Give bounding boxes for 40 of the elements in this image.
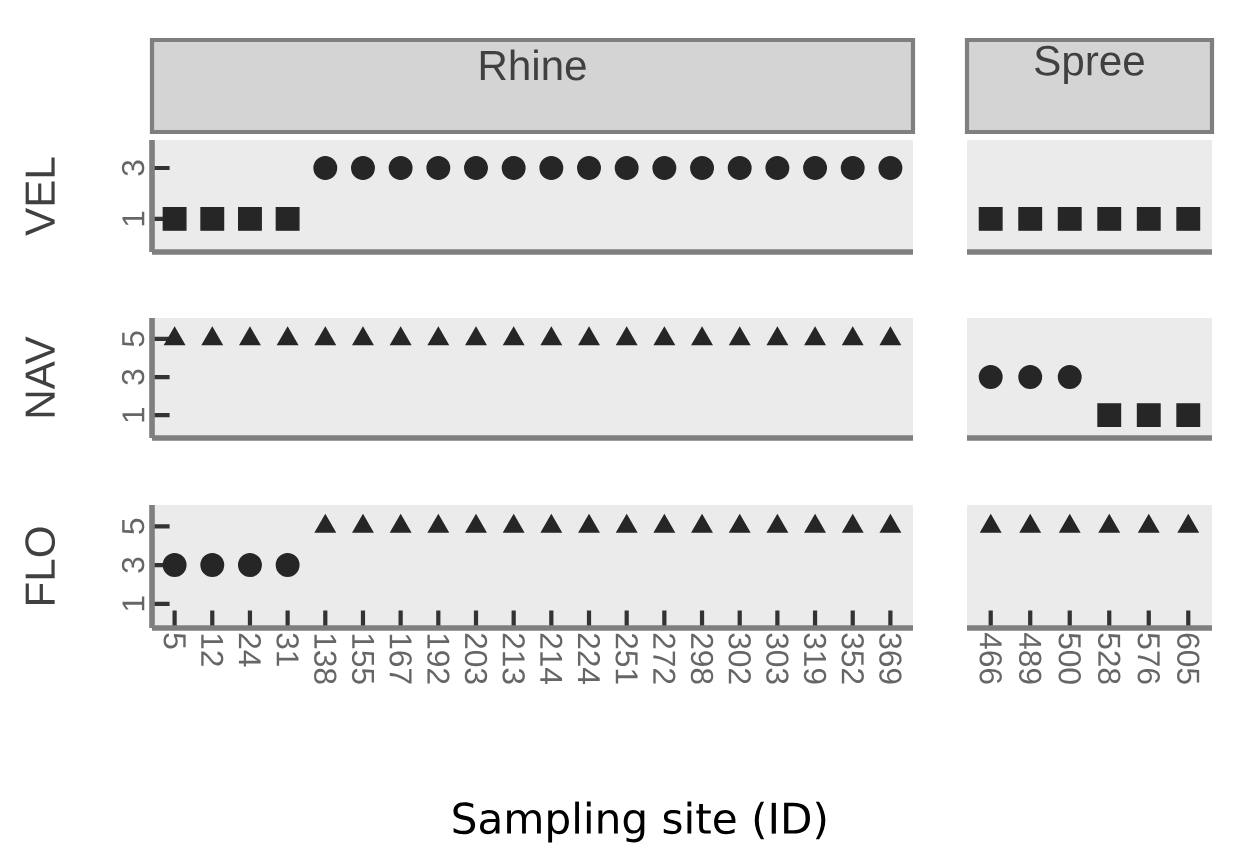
y-tick-label: 1 xyxy=(122,596,145,611)
x-tick-label: 155 xyxy=(351,634,375,684)
y-tick-label: 5 xyxy=(122,518,145,534)
x-tick-label: 369 xyxy=(879,633,902,684)
x-tick-label: 24 xyxy=(238,633,262,667)
x-tick-label: 251 xyxy=(615,633,638,684)
x-axis-title: Sampling site (ID) xyxy=(453,801,826,843)
x-tick-label: 500 xyxy=(1058,633,1081,684)
chart-title: Rhine xyxy=(480,49,586,81)
x-tick-label: 302 xyxy=(728,633,751,684)
x-tick-label: 213 xyxy=(502,633,525,684)
x-tick-label: 31 xyxy=(276,633,299,666)
x-tick-label: 214 xyxy=(540,633,563,684)
x-tick-label: 352 xyxy=(841,633,864,684)
x-tick-label: 272 xyxy=(653,633,676,684)
y-axis-title: VEL xyxy=(25,157,55,236)
x-tick-label: 5 xyxy=(163,633,186,649)
x-tick-label: 167 xyxy=(389,634,412,684)
y-tick-label: 1 xyxy=(122,407,145,422)
y-axis-title: NAV xyxy=(25,336,55,417)
y-tick-label: 3 xyxy=(121,369,145,385)
chart-title: Spree xyxy=(1035,45,1144,85)
x-tick-label: 489 xyxy=(1019,632,1042,684)
x-tick-label: 203 xyxy=(464,633,488,684)
y-axis-title: FLO xyxy=(25,527,56,604)
x-tick-label: 192 xyxy=(427,634,450,684)
y-tick-label: 1 xyxy=(122,211,145,226)
x-tick-label: 466 xyxy=(979,632,1002,684)
x-tick-label: 319 xyxy=(803,633,827,684)
x-tick-label: 605 xyxy=(1177,633,1200,684)
y-tick-label: 3 xyxy=(121,557,145,573)
x-tick-label: 576 xyxy=(1137,633,1160,684)
y-tick-label: 5 xyxy=(122,331,145,347)
x-tick-label: 528 xyxy=(1098,633,1121,684)
x-tick-label: 138 xyxy=(314,634,337,684)
x-tick-label: 224 xyxy=(577,633,601,684)
x-tick-label: 298 xyxy=(690,633,714,684)
y-tick-label: 3 xyxy=(121,160,145,176)
x-tick-label: 303 xyxy=(766,633,789,684)
x-tick-label: 12 xyxy=(201,634,224,666)
